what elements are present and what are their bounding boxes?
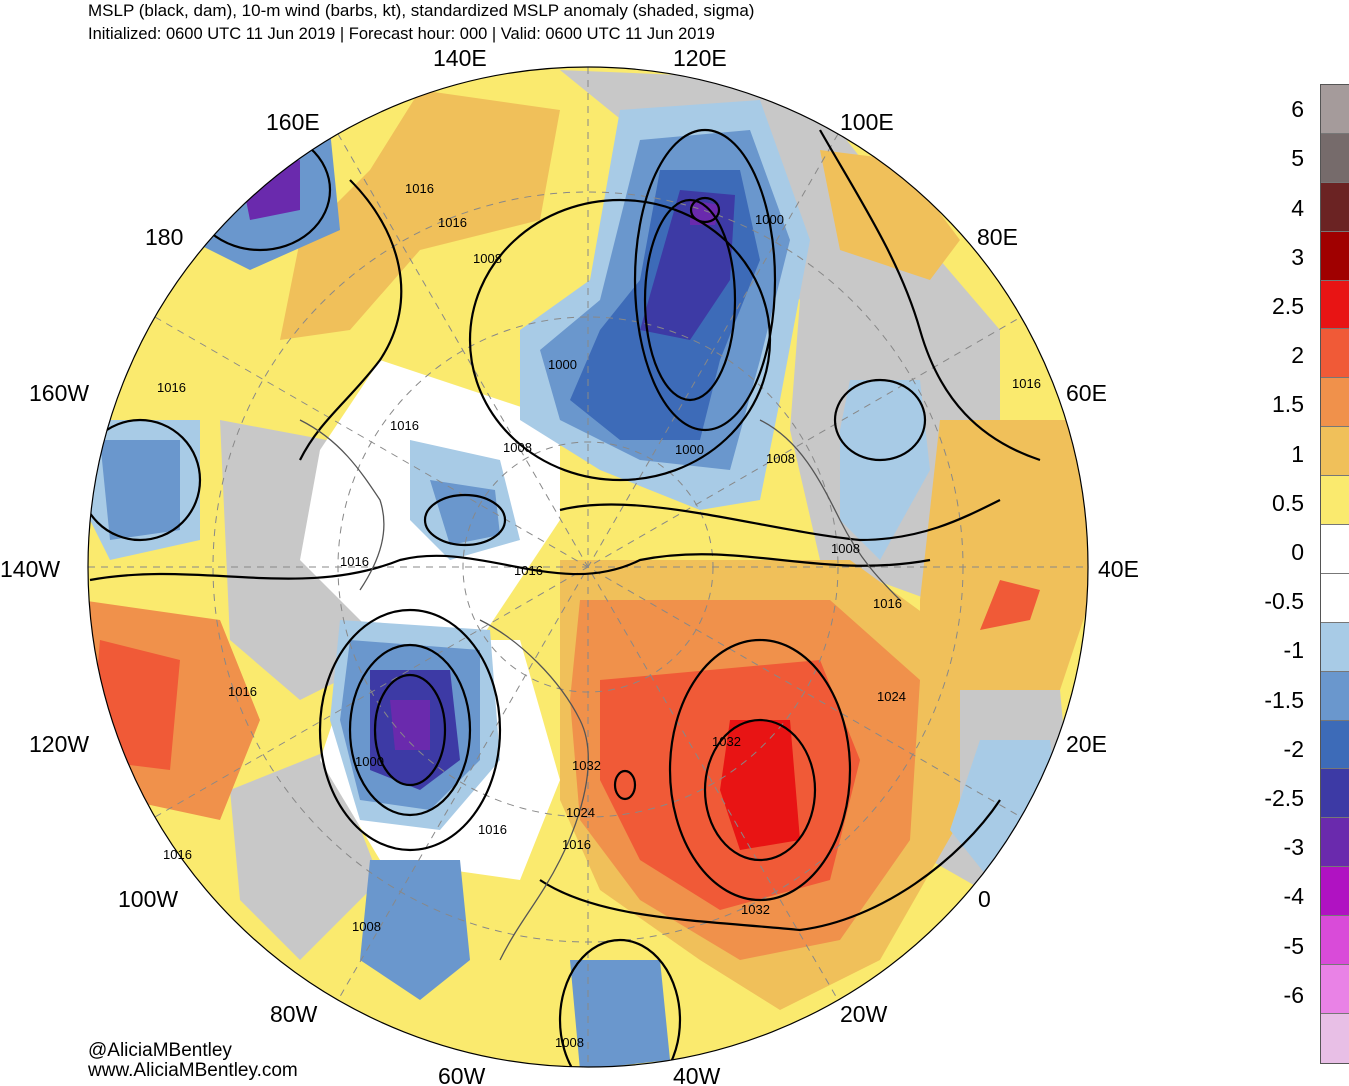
colorbar-swatch [1321, 867, 1349, 917]
colorbar-swatch [1321, 965, 1349, 1014]
colorbar-label: 0 [1291, 539, 1304, 565]
colorbar-swatch [1321, 525, 1349, 574]
lon-label-160e: 160E [266, 109, 320, 135]
isobar-label: 1024 [877, 689, 906, 704]
isobar-label: 1008 [473, 251, 502, 266]
isobar-label: 1008 [352, 919, 381, 934]
isobar-label: 1008 [555, 1035, 584, 1050]
colorbar-label: 0.5 [1272, 489, 1304, 516]
isobar-label: 1000 [755, 212, 784, 227]
colorbar-swatch [1321, 1013, 1349, 1063]
lon-label-80e: 80E [977, 224, 1018, 250]
isobar-label: 1008 [831, 541, 860, 556]
colorbar-swatch [1321, 916, 1349, 966]
credit-url: www.AliciaMBentley.com [88, 1060, 298, 1081]
isobar-label: 1008 [766, 451, 795, 466]
colorbar-label: -5 [1283, 932, 1304, 959]
isobar-label: 1016 [228, 684, 257, 699]
colorbar-label: 4 [1291, 194, 1304, 221]
lon-label-120w: 120W [29, 731, 89, 757]
credit-handle: @AliciaMBentley [88, 1040, 232, 1061]
colorbar-label: 2 [1291, 342, 1304, 369]
map-title: MSLP (black, dam), 10-m wind (barbs, kt)… [88, 1, 755, 20]
colorbar-label: -2 [1283, 735, 1304, 762]
isobar-label: 1024 [566, 805, 595, 820]
isobar-label: 1008 [503, 440, 532, 455]
colorbar-swatch [1321, 231, 1349, 281]
colorbar-label: -4 [1283, 883, 1304, 910]
isobar-label: 1016 [438, 215, 467, 230]
isobar-label: 1016 [1012, 376, 1041, 391]
coastlines [299, 419, 901, 961]
colorbar-label: -3 [1283, 834, 1304, 861]
colorbar-label: 1 [1291, 440, 1304, 467]
colorbar [1320, 84, 1349, 1064]
colorbar-label: -2.5 [1264, 785, 1304, 811]
isobar-label: 1016 [340, 554, 369, 569]
map-subtitle: Initialized: 0600 UTC 11 Jun 2019 | Fore… [88, 25, 715, 43]
lon-label-160w: 160W [29, 380, 89, 406]
colorbar-swatch [1321, 720, 1349, 770]
isobar-label: 1016 [163, 847, 192, 862]
lon-label-40e: 40E [1098, 556, 1139, 582]
lon-label-60w: 60W [438, 1063, 486, 1086]
lon-label-40w: 40W [673, 1063, 721, 1086]
isobar-label: 1032 [572, 758, 601, 773]
isobar-label: 1000 [548, 357, 577, 372]
colorbar-swatch [1321, 573, 1349, 623]
colorbar-label: -1.5 [1264, 686, 1304, 713]
colorbar-label: 2.5 [1272, 293, 1304, 319]
colorbar-label: 6 [1291, 96, 1304, 123]
lon-label-100e: 100E [840, 109, 894, 135]
colorbar-swatch [1321, 427, 1349, 477]
colorbar-label: 1.5 [1272, 391, 1304, 418]
colorbar-label: -6 [1283, 981, 1304, 1008]
colorbar-swatch [1321, 329, 1349, 379]
lon-label-140w: 140W [0, 556, 60, 582]
lon-label-60e: 60E [1066, 380, 1107, 406]
colorbar-swatch [1321, 85, 1349, 134]
colorbar-swatch [1321, 476, 1349, 526]
colorbar-swatch [1321, 182, 1349, 232]
lon-label-180: 180 [145, 224, 183, 250]
isobar-label: 1016 [873, 596, 902, 611]
colorbar-label: 5 [1291, 145, 1304, 172]
colorbar-swatch [1321, 671, 1349, 721]
colorbar-swatch [1321, 622, 1349, 672]
isobar-label: 1016 [390, 418, 419, 433]
map-boundary [87, 66, 1089, 1068]
isobar-label: 1016 [514, 563, 543, 578]
isobar-label: 1016 [478, 822, 507, 837]
isobar-label: 1000 [355, 754, 384, 769]
lon-label-100w: 100W [118, 886, 178, 912]
colorbar-label: -1 [1283, 637, 1304, 664]
colorbar-label: -0.5 [1264, 588, 1304, 615]
isobar-label: 1032 [741, 902, 770, 917]
isobar-label: 1016 [157, 380, 186, 395]
isobar-label: 1016 [405, 181, 434, 196]
isobar-label: 1000 [675, 442, 704, 457]
colorbar-label: 3 [1291, 243, 1304, 270]
graticule [88, 67, 1088, 1067]
lon-label-20w: 20W [840, 1001, 888, 1027]
lon-label-20e: 20E [1066, 731, 1107, 757]
lon-label-80w: 80W [270, 1001, 318, 1027]
lon-label-0: 0 [978, 886, 991, 912]
colorbar-swatch [1321, 280, 1349, 330]
isobar-label: 1016 [562, 837, 591, 852]
colorbar-swatch [1321, 133, 1349, 183]
colorbar-swatch [1321, 818, 1349, 868]
lon-label-140e: 140E [433, 45, 487, 71]
lon-label-120e: 120E [673, 45, 727, 71]
isobar-label: 1032 [712, 734, 741, 749]
isobars [88, 128, 1041, 1067]
colorbar-swatch [1321, 378, 1349, 428]
colorbar-swatch [1321, 769, 1349, 819]
